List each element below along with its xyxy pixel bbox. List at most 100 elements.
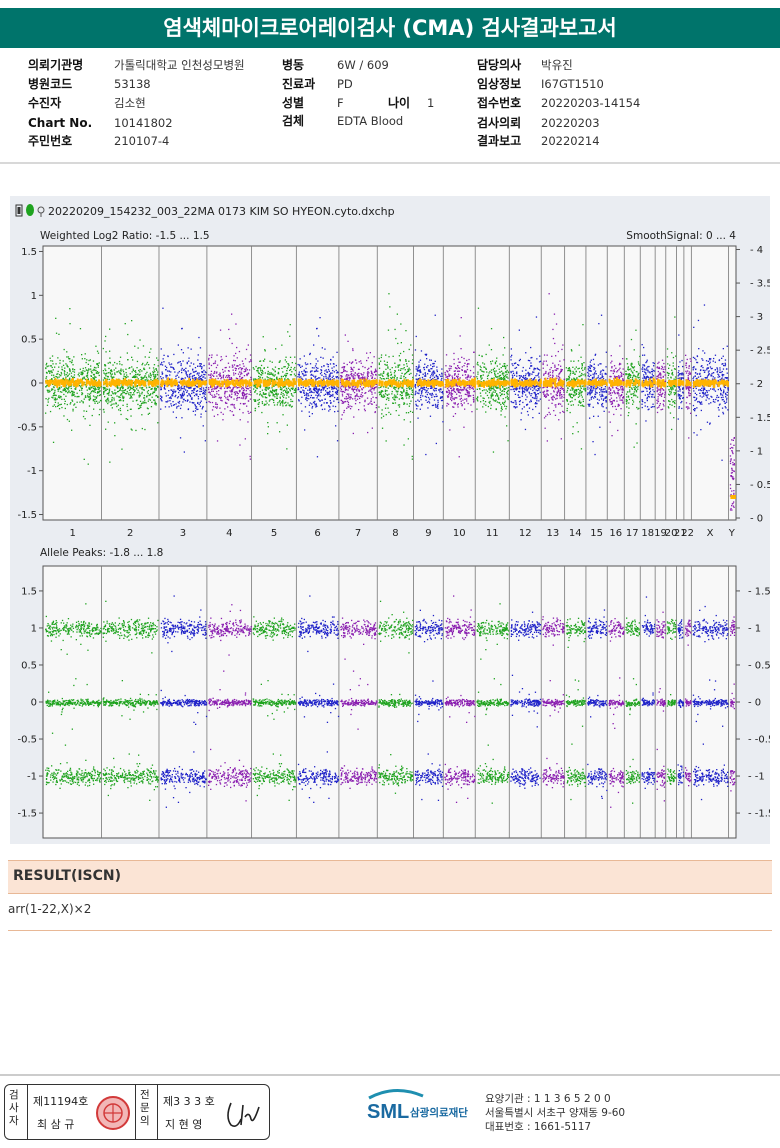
institution-value: 가톨릭대학교 인천성모병원 (114, 58, 245, 72)
log2-series-chr-1 (45, 308, 102, 465)
log2-series-chr-Y (729, 437, 736, 511)
patient-label: 수진자 (28, 96, 62, 110)
tester-name: 최 삼 규 (37, 1118, 75, 1131)
smooth-signal-chr-13 (542, 377, 565, 388)
sml-logo: SML 삼광의료재단 (365, 1088, 485, 1136)
allele-series-chr-20 (666, 618, 677, 785)
smooth-signal-chr-4 (208, 378, 253, 388)
request-label: 검사의뢰 (477, 116, 522, 130)
y-tick-right: - -1 (748, 772, 765, 783)
allele-series-chr-12 (510, 611, 542, 789)
allele-series-chr-15 (587, 609, 608, 799)
receipt-label: 접수번호 (477, 96, 522, 110)
allele-series-chr-Y (729, 616, 736, 792)
y-tick-left: 0.5 (21, 335, 37, 346)
chromosome-label-20: 20 (665, 528, 678, 539)
log2-series-chr-9 (414, 314, 444, 456)
report-title: 염색체마이크로어레이검사 (CMA) 검사결과보고서 (0, 8, 780, 48)
allele-series-chr-21 (677, 619, 685, 786)
allele-series-chr-22 (684, 619, 692, 787)
file-icons (15, 204, 45, 217)
smooth-signal-chr-3 (160, 377, 208, 388)
chromosome-label-13: 13 (547, 528, 560, 539)
file-name: 20220209_154232_003_22MA 0173 KIM SO HYE… (48, 205, 395, 218)
result-divider (8, 930, 772, 931)
smooth-signal-label: SmoothSignal: 0 ... 4 (626, 230, 736, 242)
request-value: 20220203 (541, 116, 600, 130)
log2-series-chr-4 (208, 313, 252, 460)
smooth-signal-chr-12 (510, 378, 542, 389)
patient-info: 의뢰기관명 가톨릭대학교 인천성모병원 병원코드 53138 수진자 김소현 C… (0, 48, 780, 160)
code-value: 53138 (114, 77, 151, 91)
y-tick-left: -0.5 (17, 422, 37, 433)
chromosome-label-X: X (707, 528, 714, 539)
doctor-number: 제3 3 3 호 (163, 1095, 215, 1108)
log2-series-chr-12 (510, 316, 542, 431)
chromosome-label-10: 10 (453, 528, 466, 539)
smooth-signal-chr-14 (566, 378, 587, 388)
chromosome-label-14: 14 (569, 528, 582, 539)
chromosome-label-11: 11 (486, 528, 499, 539)
y-tick-right: - 3 (750, 312, 763, 323)
log2-ratio-label: Weighted Log2 Ratio: -1.5 ... 1.5 (40, 230, 210, 242)
institution-label: 의뢰기관명 (28, 58, 84, 72)
y-tick-left: 0 (31, 698, 37, 709)
doctor-name: 지 현 영 (165, 1118, 203, 1131)
allele-series-chr-18 (641, 596, 656, 789)
org-care-number: 요양기관 : 1 1 3 6 5 2 0 0 (485, 1093, 611, 1105)
smooth-signal-chr-15 (587, 378, 608, 388)
smooth-signal-chr-18 (641, 377, 656, 388)
allele-series-chr-1 (45, 603, 102, 789)
signature-box: 검사자 제11194호 최 삼 규 전문의 제3 3 3 호 지 현 영 (4, 1084, 270, 1140)
tester-label: 검사자 (9, 1089, 19, 1127)
y-tick-left: -1.5 (17, 510, 37, 521)
result-heading: RESULT(ISCN) (13, 868, 122, 884)
y-tick-left: -0.5 (17, 735, 37, 746)
y-tick-left: 1.5 (21, 247, 37, 258)
smooth-signal-chr-8 (378, 378, 415, 388)
smooth-signal-chr-16 (608, 377, 625, 388)
allele-series-chr-16 (608, 618, 625, 808)
code-label: 병원코드 (28, 77, 73, 91)
ward-label: 병동 (282, 58, 305, 72)
org-address: 서울특별시 서초구 양재동 9-60 (485, 1107, 626, 1119)
chromosome-label-1: 1 (70, 528, 76, 539)
tester-number: 제11194호 (33, 1095, 89, 1108)
y-tick-right: - 1.5 (750, 413, 770, 424)
smooth-signal-chr-20 (668, 379, 677, 387)
specimen-value: EDTA Blood (337, 114, 404, 128)
id-value: 210107-4 (114, 134, 170, 148)
patient-value: 김소현 (114, 96, 146, 110)
clinical-value: I67GT1510 (541, 77, 604, 91)
chromosome-label-17: 17 (626, 528, 639, 539)
report-label: 결과보고 (477, 134, 522, 148)
allele-series-chr-14 (565, 617, 587, 801)
signature-icon (227, 1102, 260, 1127)
doctor-value: 박유진 (541, 58, 573, 72)
receipt-value: 20220203-14154 (541, 96, 641, 110)
smooth-signal-chr-9 (416, 378, 444, 388)
chromosome-label-9: 9 (425, 528, 431, 539)
allele-series-chr-9 (414, 609, 444, 801)
chromosome-label-Y: Y (728, 528, 736, 539)
allele-series-chr-17 (625, 617, 641, 804)
chart-value: 10141802 (114, 116, 173, 130)
y-tick-right: - 2.5 (750, 346, 770, 357)
y-tick-right: - 0 (750, 514, 763, 525)
y-tick-left: -1 (27, 772, 37, 783)
y-tick-right: - -1.5 (748, 809, 770, 820)
chromosome-label-3: 3 (180, 528, 186, 539)
y-tick-right: - 0.5 (750, 480, 770, 491)
allele-series-chr-8 (378, 600, 414, 794)
y-tick-right: - 1.5 (748, 586, 770, 597)
allele-series-chr-11 (476, 603, 510, 804)
y-tick-left: 0.5 (21, 660, 37, 671)
y-tick-right: - -0.5 (748, 735, 770, 746)
org-name: 삼광의료재단 (410, 1106, 468, 1119)
sex-label: 성별 (282, 96, 305, 110)
header-divider (0, 162, 780, 164)
footer-divider (0, 1074, 780, 1076)
result-heading-bar: RESULT(ISCN) (8, 860, 772, 894)
id-label: 주민번호 (28, 134, 73, 148)
chromosome-label-22: 22 (681, 528, 694, 539)
